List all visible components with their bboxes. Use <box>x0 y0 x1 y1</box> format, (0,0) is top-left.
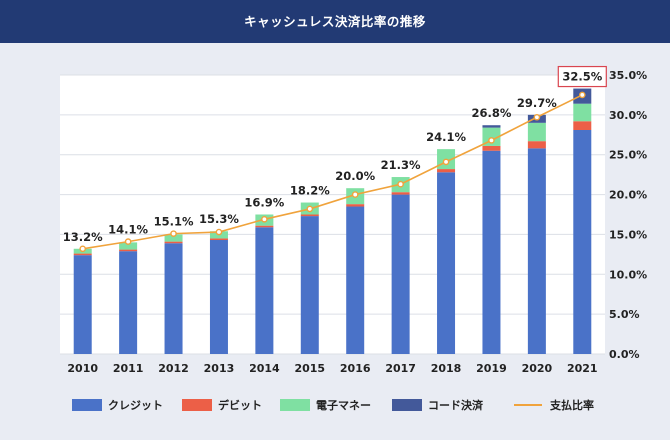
ratio-point <box>215 228 223 236</box>
bar-segment <box>119 249 138 252</box>
bar-segment <box>164 243 183 354</box>
bar-segment <box>209 238 228 241</box>
ratio-point <box>170 230 177 237</box>
bar-segment <box>346 204 365 207</box>
data-label: 20.0% <box>335 169 375 183</box>
data-label: 29.7% <box>517 96 557 110</box>
bar-segment <box>527 148 546 354</box>
x-tick-label: 2020 <box>522 362 553 375</box>
data-label: 21.3% <box>381 158 421 172</box>
data-label: 18.2% <box>290 184 330 198</box>
bar-segment <box>437 169 456 173</box>
legend-label: クレジット <box>108 399 163 412</box>
bar-segment <box>482 145 501 151</box>
ratio-point <box>397 180 404 188</box>
data-label: 13.2% <box>63 230 103 244</box>
ratio-point <box>578 91 586 99</box>
bar-segment <box>527 122 546 142</box>
bar-segment <box>482 125 501 128</box>
chart-svg: 0.0% 5.0% 10.0% 15.0% 20.0% 25.0% 30.0% 35.0% 20… <box>60 65 647 412</box>
ratio-point <box>488 137 495 144</box>
chart-area: 0.0% 5.0% 10.0% 15.0% 20.0% 25.0% 30.0% 35.0% 20… <box>0 43 670 440</box>
y-tick-label: 0.0% <box>609 348 640 361</box>
ratio-point <box>124 238 132 245</box>
bar-segment <box>482 127 501 146</box>
bar-segment <box>482 150 501 354</box>
x-tick-label: 2021 <box>567 362 598 375</box>
legend-swatch <box>72 399 102 411</box>
legend-swatch <box>182 399 212 411</box>
bar-segment <box>573 121 592 131</box>
ratio-point <box>442 158 450 166</box>
x-tick-label: 2012 <box>158 362 189 375</box>
bar-segment <box>391 194 410 354</box>
y-tick-label: 5.0% <box>609 308 640 321</box>
bar-segment <box>73 255 92 354</box>
plot-background <box>60 75 605 354</box>
legend-label: 電子マネー <box>316 399 371 412</box>
bar-segment <box>255 225 274 228</box>
x-tick-label: 2016 <box>340 362 371 375</box>
x-tick-label: 2015 <box>294 362 325 375</box>
ratio-point <box>79 245 87 253</box>
bar-segment <box>300 214 319 217</box>
bar-segment <box>119 242 138 250</box>
bar-segment <box>573 130 592 354</box>
y-tick-label: 20.0% <box>609 189 647 202</box>
x-tick-label: 2013 <box>204 362 235 375</box>
legend-label: デビット <box>218 398 262 412</box>
bar-segment <box>346 206 365 354</box>
bar-segment <box>119 251 138 354</box>
highlight-label-box <box>557 65 607 88</box>
data-label: 15.3% <box>199 212 239 226</box>
x-tick-label: 2018 <box>431 362 462 375</box>
bar-segment <box>573 103 592 122</box>
legend-label: コード決済 <box>428 398 484 412</box>
bar-segment <box>164 241 183 244</box>
data-label: 32.5% <box>562 70 602 84</box>
data-label: 14.1% <box>108 223 148 237</box>
ratio-point <box>351 191 359 198</box>
data-label: 26.8% <box>472 106 512 120</box>
bar-segment <box>255 227 274 354</box>
bar-segment <box>391 192 410 195</box>
ratio-point <box>261 215 268 223</box>
y-tick-label: 35.0% <box>609 69 647 82</box>
x-tick-label: 2011 <box>113 362 144 375</box>
y-tick-label: 30.0% <box>609 109 647 122</box>
y-tick-label: 10.0% <box>609 268 647 281</box>
x-tick-label: 2014 <box>249 362 280 375</box>
ratio-point <box>533 113 541 121</box>
bar-segment <box>437 172 456 354</box>
x-tick-label: 2019 <box>476 362 507 375</box>
bar-segment <box>164 234 183 242</box>
ratio-point <box>306 205 314 213</box>
bar-segment <box>209 240 228 354</box>
ratio-line <box>82 94 583 250</box>
bar-segment <box>527 141 546 149</box>
bar-segment <box>300 216 319 354</box>
y-tick-label: 15.0% <box>609 228 647 241</box>
legend-swatch <box>392 399 422 411</box>
data-label: 15.1% <box>154 215 194 229</box>
bar-segment <box>73 253 92 256</box>
x-tick-label: 2010 <box>67 362 98 375</box>
legend-swatch <box>280 399 310 411</box>
chart-title: キャッシュレス決済比率の推移 <box>244 14 426 29</box>
data-label: 16.9% <box>244 196 284 210</box>
y-tick-label: 25.0% <box>609 149 647 162</box>
legend-label: 支払比率 <box>549 398 594 412</box>
data-label: 24.1% <box>426 130 466 144</box>
x-tick-label: 2017 <box>385 362 416 375</box>
chart-header: キャッシュレス決済比率の推移 <box>0 0 670 43</box>
